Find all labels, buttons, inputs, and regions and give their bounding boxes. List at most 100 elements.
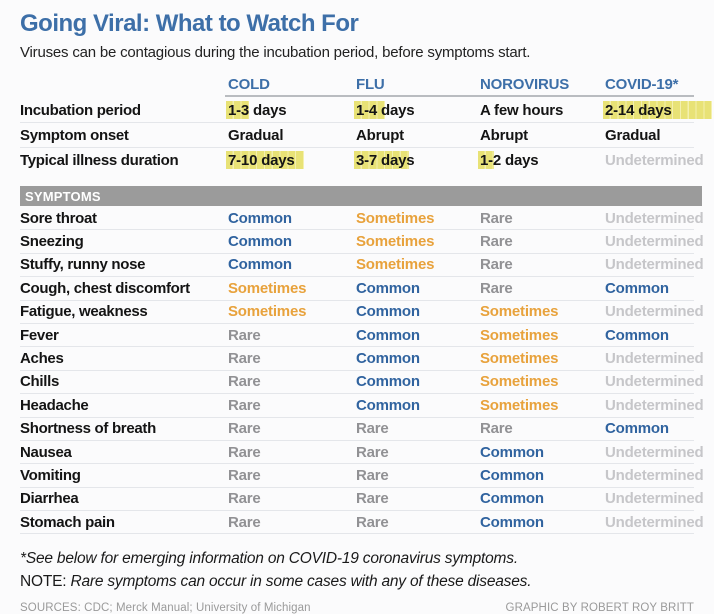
symptom-frequency-value: Undetermined: [605, 396, 704, 414]
symptom-frequency-value: Rare: [228, 490, 261, 508]
table-row: Headache Rare Common Sometimes Undetermined: [20, 394, 704, 418]
symptom-frequency-value: Common: [605, 326, 669, 344]
symptom-frequency-cell: Rare: [480, 254, 605, 276]
symptom-frequency-cell: Rare: [228, 488, 356, 510]
symptom-frequency-value: Common: [228, 209, 292, 227]
symptom-frequency-cell: Common: [228, 254, 356, 276]
symptom-frequency-value: Sometimes: [356, 233, 435, 251]
symptom-frequency-cell: Sometimes: [228, 277, 356, 299]
symptom-frequency-cell: Common: [480, 488, 605, 510]
symptom-label: Chills: [20, 373, 60, 391]
info-cell: 2-14 days: [603, 98, 714, 122]
symptom-frequency-cell: Rare: [480, 418, 605, 440]
symptom-frequency-value: Common: [480, 490, 544, 508]
info-value: Undetermined: [605, 151, 704, 169]
symptom-frequency-cell: Rare: [356, 418, 480, 440]
symptom-frequency-value: Sometimes: [228, 303, 307, 321]
symptom-frequency-value: Undetermined: [605, 209, 704, 227]
table-row: Stomach pain Rare Rare Common Undetermined: [20, 511, 704, 535]
table-row: Stuffy, runny nose Common Sometimes Rare Und…: [20, 254, 704, 278]
symptom-frequency-cell: Rare: [228, 324, 356, 346]
info-value: 2-14 days: [605, 101, 672, 119]
symptom-frequency-value: Rare: [228, 420, 261, 438]
info-value: 1-3 days: [228, 101, 287, 119]
table-row: Symptom onset Gradual Abrupt Abrupt Gradual: [20, 123, 694, 148]
symptom-label: Shortness of breath: [20, 420, 156, 438]
info-value: Abrupt: [356, 126, 404, 144]
symptom-frequency-cell: Common: [605, 324, 714, 346]
info-value: 1-2 days: [480, 151, 539, 169]
symptom-frequency-cell: Common: [480, 511, 605, 533]
duration-highlight-bar: [226, 151, 304, 169]
symptom-frequency-value: Undetermined: [605, 303, 704, 321]
symptom-label: Stuffy, runny nose: [20, 256, 146, 274]
symptom-frequency-cell: Rare: [228, 464, 356, 486]
symptom-frequency-cell: Common: [356, 324, 480, 346]
table-row: Shortness of breath Rare Rare Rare Common: [20, 418, 694, 441]
symptom-frequency-value: Rare: [480, 256, 513, 274]
symptom-frequency-value: Common: [480, 513, 544, 531]
symptom-rows-section: Sore throat Common Sometimes Rare Undetermin…: [20, 207, 704, 535]
symptom-frequency-value: Common: [605, 420, 669, 438]
table-row: Vomiting Rare Rare Common Undetermined: [20, 464, 704, 488]
symptom-frequency-cell: Sometimes: [356, 230, 480, 252]
symptoms-section-label: SYMPTOMS: [25, 188, 101, 204]
symptom-frequency-value: Sometimes: [356, 256, 435, 274]
symptom-label: Fever: [20, 326, 59, 344]
symptom-frequency-cell: Common: [356, 394, 480, 416]
symptom-frequency-value: Undetermined: [605, 256, 704, 274]
symptom-label: Vomiting: [20, 466, 81, 484]
symptom-frequency-cell: Rare: [480, 207, 605, 229]
symptom-frequency-cell: Sometimes: [228, 301, 356, 323]
symptom-frequency-value: Undetermined: [605, 513, 704, 531]
symptom-frequency-cell: Rare: [356, 441, 480, 463]
symptom-label: Sore throat: [20, 209, 97, 227]
table-row: Cough, chest discomfort Sometimes Common Ra…: [20, 277, 694, 301]
info-rows-section: Incubation period 1-3 days 1-4 days A few h…: [20, 98, 713, 172]
symptom-frequency-cell: Rare: [228, 347, 356, 369]
symptom-frequency-cell: Undetermined: [605, 230, 714, 252]
symptom-frequency-cell: Sometimes: [480, 347, 605, 369]
symptom-frequency-value: Rare: [480, 420, 513, 438]
info-cell: Abrupt: [480, 123, 605, 147]
symptom-frequency-value: Common: [228, 256, 292, 274]
table-row: Aches Rare Common Sometimes Undetermined: [20, 347, 704, 371]
symptom-frequency-cell: Common: [356, 371, 480, 393]
credits-row: SOURCES: CDC; Merck Manual; University o…: [20, 602, 694, 614]
symptom-frequency-cell: Rare: [228, 394, 356, 416]
symptom-frequency-cell: Rare: [356, 464, 480, 486]
symptom-frequency-cell: Undetermined: [605, 347, 714, 369]
duration-highlight-bar: [226, 101, 250, 119]
symptom-frequency-cell: Sometimes: [356, 254, 480, 276]
row-label: Incubation period: [20, 101, 141, 119]
symptom-frequency-cell: Sometimes: [356, 207, 480, 229]
symptom-label: Diarrhea: [20, 490, 79, 508]
symptom-frequency-cell: Rare: [228, 371, 356, 393]
symptom-frequency-cell: Sometimes: [480, 324, 605, 346]
info-value: Abrupt: [480, 126, 528, 144]
symptom-frequency-value: Common: [356, 279, 420, 297]
symptom-frequency-value: Rare: [356, 443, 389, 461]
page-title: Going Viral: What to Watch For: [20, 10, 359, 37]
symptom-frequency-cell: Undetermined: [605, 254, 714, 276]
symptom-frequency-cell: Common: [228, 207, 356, 229]
symptom-frequency-cell: Undetermined: [605, 511, 714, 533]
duration-highlight-bar: [478, 151, 494, 169]
symptom-label: Stomach pain: [20, 513, 115, 531]
table-row: Sore throat Common Sometimes Rare Undetermin…: [20, 207, 704, 231]
info-cell: Gradual: [228, 123, 356, 147]
symptom-frequency-cell: Undetermined: [605, 207, 714, 229]
symptom-frequency-value: Undetermined: [605, 373, 704, 391]
column-header-covid-19-: COVID-19*: [605, 76, 679, 93]
symptom-label: Headache: [20, 396, 89, 414]
symptom-frequency-value: Rare: [228, 443, 261, 461]
table-row: Sneezing Common Sometimes Rare Undetermined: [20, 230, 704, 254]
info-value: A few hours: [480, 101, 564, 119]
symptom-frequency-value: Sometimes: [480, 326, 559, 344]
footnotes: *See below for emerging information on C…: [20, 547, 694, 593]
symptom-frequency-value: Common: [356, 396, 420, 414]
symptom-frequency-value: Rare: [480, 233, 513, 251]
symptom-frequency-value: Rare: [356, 513, 389, 531]
symptom-frequency-value: Sometimes: [356, 209, 435, 227]
